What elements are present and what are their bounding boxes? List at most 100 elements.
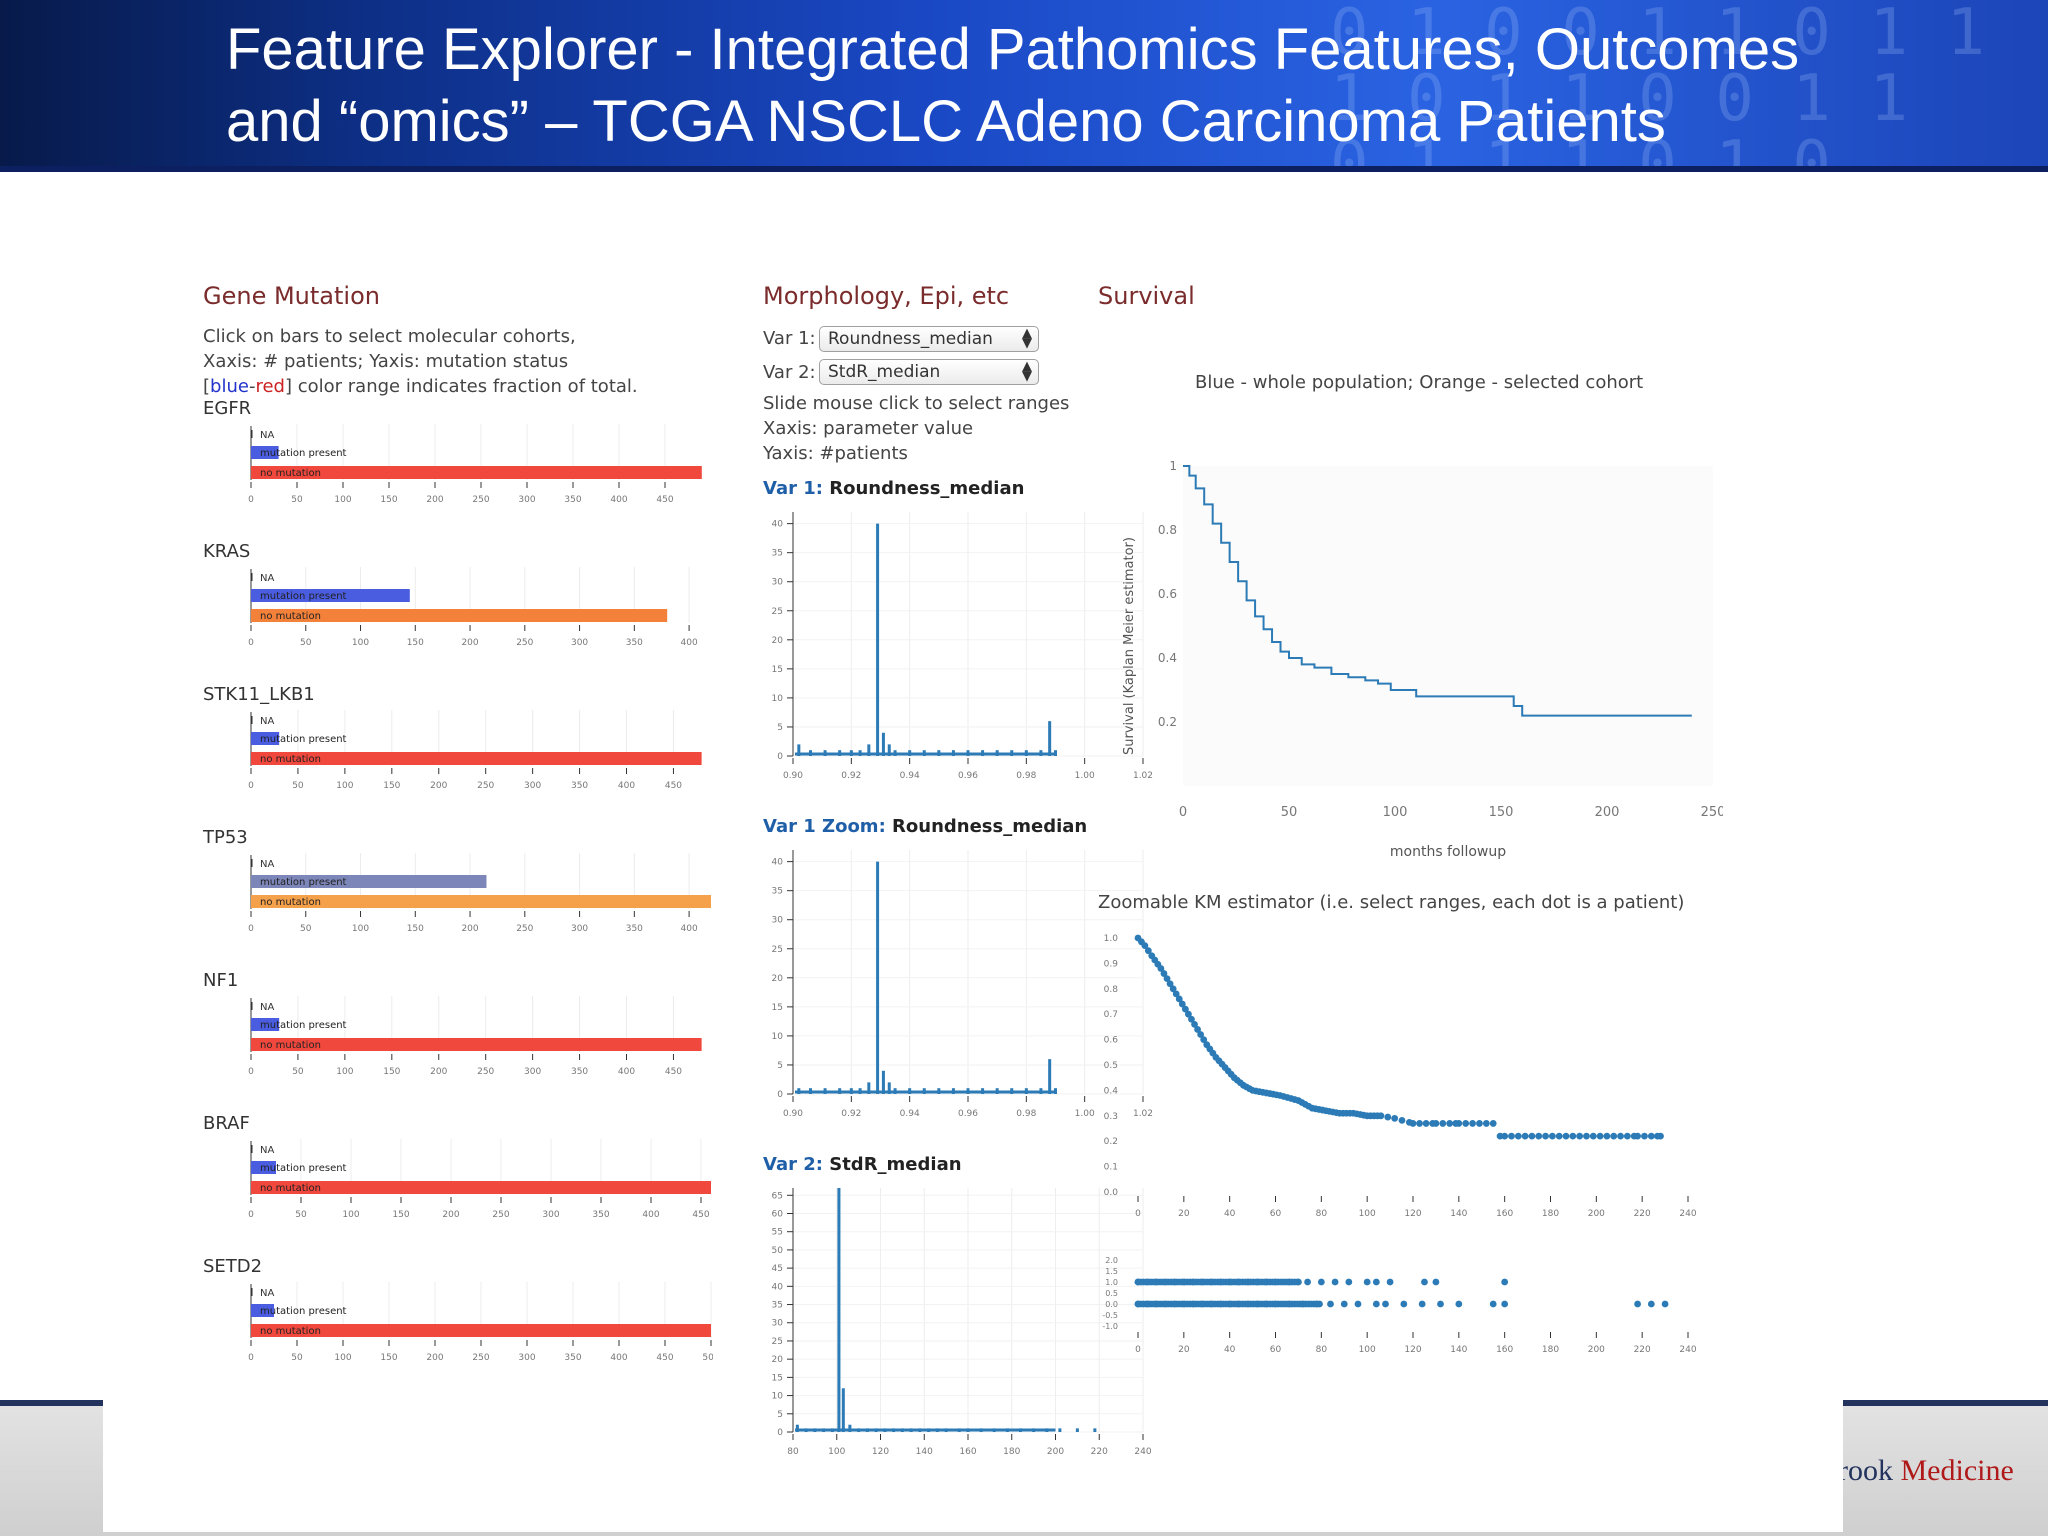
censor-dot	[1418, 1300, 1426, 1308]
x-tick-label: 60	[1270, 1345, 1282, 1355]
event-dot	[1345, 1278, 1353, 1286]
footer-logo: Brook Medicine	[1818, 1454, 2014, 1488]
gene-bar-chart[interactable]: NA mutation present no mutation 0 50 100 150 20…	[243, 567, 713, 685]
y-tick-label: 65	[772, 1191, 783, 1201]
x-tick-label: 180	[1542, 1209, 1559, 1219]
x-tick-label: 140	[1450, 1209, 1467, 1219]
x-tick-label: 220	[1634, 1209, 1651, 1219]
gene-desc-3: [blue-red] color range indicates fractio…	[203, 376, 638, 397]
var1-select[interactable]: Roundness_median ▲ ▼	[819, 326, 1039, 352]
x-tick-label: 160	[1496, 1209, 1513, 1219]
y-tick-label: 0	[777, 1428, 783, 1438]
event-dot	[1317, 1278, 1325, 1286]
category-label: no mutation	[260, 1040, 321, 1051]
y-tick-label: 0.2	[1104, 1137, 1118, 1147]
y-tick-label: 25	[772, 1337, 783, 1347]
patient-dot	[1188, 1015, 1195, 1023]
x-tick-label: 200	[430, 1067, 447, 1077]
censor-dot	[1489, 1300, 1497, 1308]
x-tick-label: 400	[681, 924, 698, 934]
patient-dot	[1422, 1120, 1430, 1127]
x-tick-label: 50	[300, 924, 312, 934]
gene-label: NF1	[203, 970, 239, 991]
x-tick-label: 0.98	[1016, 771, 1036, 781]
y-tick-label: 0.6	[1158, 587, 1177, 601]
y-tick-label: 5	[777, 1410, 783, 1420]
gene-bar-chart[interactable]: NA mutation present no mutation 0 50 100 150 20…	[243, 853, 713, 971]
x-tick-label: 160	[1496, 1345, 1513, 1355]
gene-label: KRAS	[203, 541, 251, 562]
y-tick-label: 55	[772, 1228, 783, 1238]
x-tick-label: 0	[248, 1210, 254, 1220]
histogram-bar	[887, 1082, 891, 1094]
x-tick-label: 150	[383, 781, 400, 791]
x-tick-label: 50	[295, 1210, 307, 1220]
x-tick-label: 160	[959, 1447, 976, 1457]
x-tick-label: 0.94	[900, 771, 920, 781]
category-label: NA	[260, 430, 274, 441]
var2-hist-name: StdR_median	[829, 1154, 962, 1175]
morph-help-2: Xaxis: parameter value	[763, 418, 974, 439]
x-tick-label: 100	[336, 781, 353, 791]
x-tick-label: 0	[248, 495, 254, 505]
x-tick-label: 400	[618, 781, 635, 791]
y-tick-label: 15	[772, 1373, 783, 1383]
zoomable-km-chart[interactable]: 0.0 0.1 0.2 0.3 0.4 0.5 0.6 0.7 0.8 0.9 1.0 0 20 40 60…	[1098, 926, 1718, 1226]
gene-bar-chart[interactable]: NA mutation present no mutation 0 50 100 150 20…	[243, 1282, 713, 1400]
x-tick-label: 240	[1679, 1345, 1696, 1355]
x-tick-label: 200	[461, 924, 478, 934]
patient-dot	[1501, 1132, 1509, 1140]
category-label: mutation present	[260, 734, 347, 745]
var2-select[interactable]: StdR_median ▲ ▼	[819, 359, 1039, 385]
category-label: mutation present	[260, 1020, 347, 1031]
y-tick-label: 5	[777, 1061, 783, 1071]
y-tick-label: 40	[772, 858, 784, 868]
mutation-bar	[251, 1304, 274, 1317]
x-tick-label: 40	[1224, 1209, 1236, 1219]
patient-dot	[1535, 1132, 1543, 1140]
x-tick-label: 100	[828, 1447, 845, 1457]
x-tick-label: 50	[292, 781, 304, 791]
patient-dot	[1569, 1132, 1577, 1140]
y-tick-label: 0.2	[1158, 715, 1177, 729]
var2-hist-title: Var 2: StdR_median	[763, 1154, 962, 1175]
y-tick-label: 20	[772, 1355, 784, 1365]
patient-dot	[1144, 947, 1152, 955]
y-tick-label: 0.0	[1105, 1300, 1118, 1309]
y-tick-label: 10	[772, 1392, 784, 1402]
x-tick-label: 180	[1003, 1447, 1020, 1457]
x-tick-label: 0	[1179, 805, 1187, 820]
patient-dot	[1489, 1120, 1497, 1127]
patient-dot	[1384, 1113, 1392, 1121]
patient-dot	[1469, 1120, 1476, 1127]
slide-title-line-1: Feature Explorer - Integrated Pathomics …	[226, 17, 1800, 82]
patient-dot	[1603, 1132, 1611, 1140]
category-label: NA	[260, 1002, 274, 1013]
x-tick-label: 250	[477, 781, 494, 791]
x-tick-label: 250	[472, 495, 489, 505]
patient-dot	[1555, 1132, 1563, 1140]
x-tick-label: 220	[1091, 1447, 1108, 1457]
patient-dot	[1623, 1132, 1631, 1140]
plot-background	[1183, 466, 1713, 786]
x-tick-label: 80	[1316, 1209, 1328, 1219]
gene-bar-chart[interactable]: NA mutation present no mutation 0 50 100 150 20…	[243, 710, 713, 828]
x-tick-label: 350	[571, 781, 588, 791]
x-tick-label: 0.92	[841, 771, 861, 781]
gene-bar-chart[interactable]: NA mutation present no mutation 0 50 100 150 20…	[243, 1139, 713, 1257]
mutation-bar	[251, 752, 702, 765]
y-tick-label: 0.6	[1104, 1036, 1119, 1046]
gene-bar-chart[interactable]: NA mutation present no mutation 0 50 100 150 20…	[243, 424, 713, 542]
gene-desc-3-open: [	[203, 376, 211, 397]
var1-histogram[interactable]: 0 5 10 15 20 25 30 35 40 0.90 0.92 0.94 0.96 0.98 1.00…	[763, 506, 1163, 796]
var2-histogram[interactable]: 0 5 10 15 20 25 30 35 40 45 50 55 60 65 80 100 120 140 160…	[763, 1182, 1163, 1472]
x-tick-label: 250	[516, 638, 533, 648]
patient-dot	[1589, 1132, 1597, 1140]
x-tick-label: 80	[1316, 1345, 1328, 1355]
event-strip-chart[interactable]: -1.0 -0.5 0.0 0.5 1.0 1.5 2.0 0 20 40 60 80 100 120 14…	[1098, 1256, 1718, 1356]
category-label: no mutation	[260, 468, 321, 479]
gene-bar-chart[interactable]: NA mutation present no mutation 0 50 100 150 20…	[243, 996, 713, 1114]
x-tick-label: 400	[618, 1067, 635, 1077]
mutation-bar	[251, 430, 253, 438]
